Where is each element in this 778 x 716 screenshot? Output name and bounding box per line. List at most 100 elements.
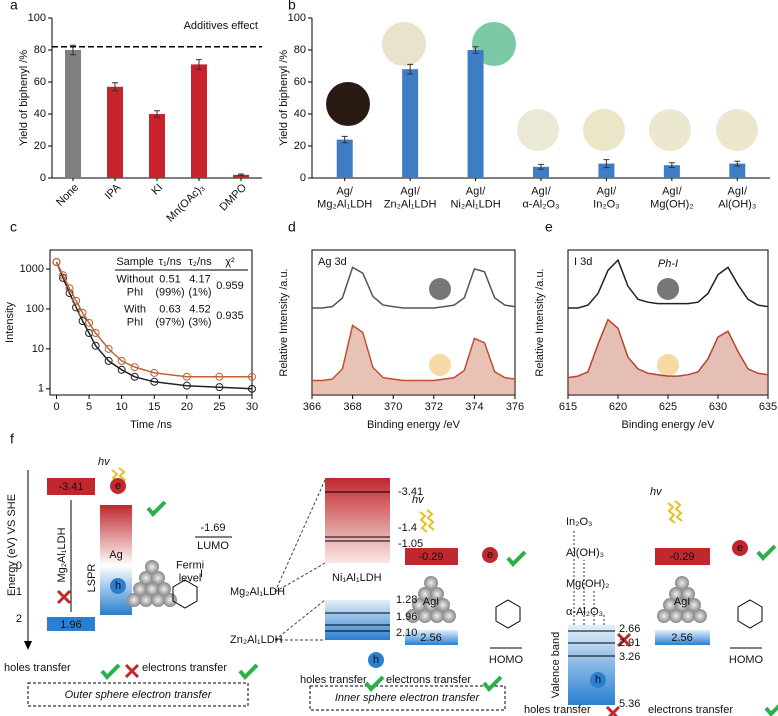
diagram-text: 2.66 (619, 623, 640, 635)
diagram-text: -1.4 (398, 522, 417, 534)
table-cell: With PhI (124, 304, 146, 329)
error-bar (112, 82, 118, 92)
y-tick-label: 0 (40, 172, 46, 184)
marker (215, 372, 224, 381)
atom (675, 598, 689, 612)
y-axis-label: Yield of biphenyl /% (278, 50, 290, 146)
diagram-text: holes transfer (524, 704, 591, 716)
marker (150, 368, 159, 377)
bar (233, 174, 249, 178)
atom (687, 598, 701, 612)
text-line: AgI/ (531, 186, 552, 198)
text-line: AgI/ (662, 186, 683, 198)
error-bar (196, 59, 202, 70)
atom (430, 587, 444, 601)
text-line: 4.17 (189, 274, 210, 286)
bar (729, 163, 746, 178)
diagram-text: hv (650, 486, 663, 498)
y-tick-label: 10 (32, 343, 44, 355)
x-tick-label: 10 (116, 401, 128, 413)
bar (663, 165, 680, 178)
photo (649, 109, 691, 151)
y-tick-label: 20 (294, 140, 306, 152)
cross-mark (124, 663, 140, 679)
carrier (368, 652, 384, 668)
diagram-text: 2.10 (396, 627, 417, 639)
valence-band (47, 617, 95, 631)
marker (248, 384, 256, 393)
diagram-text: -0.29 (418, 551, 443, 563)
x-tick-label: 620 (609, 401, 627, 413)
y-tick-label: 40 (34, 108, 46, 120)
y-tick-label: 80 (34, 44, 46, 56)
diagram-text: 5.36 (619, 698, 640, 710)
panel-label: e (545, 219, 553, 235)
diagram-text: Fermi level (176, 560, 204, 585)
marker (248, 372, 256, 381)
diagram-text: -3.41 (398, 486, 423, 498)
diagram-text: α-Al₂O₃ (566, 606, 603, 618)
x-tick-label: AgI/Mg(OH)₂ (650, 186, 693, 211)
text-line: 0.51 (159, 274, 180, 286)
atom (657, 609, 671, 623)
diagram-text: HOMO (489, 654, 524, 666)
carrier (110, 578, 126, 594)
valence-block (568, 625, 615, 705)
text-line: (99%) (155, 286, 184, 298)
marker (150, 377, 159, 386)
atom (669, 609, 683, 623)
x-tick-label: 625 (659, 401, 677, 413)
table-header: τ₁/ns (159, 256, 182, 268)
agi-vb (655, 630, 710, 645)
diagram-text: electrons transfer (142, 662, 227, 674)
error-bar (734, 160, 741, 167)
diagram-text: e (487, 549, 493, 561)
marker (182, 372, 191, 381)
bar (467, 50, 484, 178)
light-on-icon (429, 354, 451, 376)
error-bar (603, 159, 610, 169)
x-tick-label: 25 (213, 401, 225, 413)
bar (149, 114, 165, 178)
marker (78, 308, 87, 317)
axes (311, 18, 770, 179)
diagram-text: h (373, 654, 379, 666)
marker (215, 383, 224, 392)
diagram-text: hv (412, 494, 425, 506)
diagram-text: Inner sphere electron transfer (335, 692, 481, 704)
bar (65, 50, 81, 178)
diagram-text: Mg₂Al₁LDH (230, 586, 285, 598)
diagram-text: Valence band (550, 632, 562, 698)
text-line: AgI/ (400, 186, 421, 198)
x-tick-label: 5 (86, 401, 92, 413)
x-tick-label: AgI/Zn₂Al₁LDH (384, 186, 437, 211)
diagram-text: Ni₁Al₁LDH (332, 572, 382, 584)
diagram-text: LUMO (197, 540, 229, 552)
x-axis-label: Binding energy /eV (367, 419, 461, 431)
diagram-text: 2.56 (420, 632, 441, 644)
annotation: Ag 3d (318, 256, 347, 268)
atom (145, 560, 159, 574)
diagram-text: 1.96 (396, 611, 417, 623)
atom (127, 593, 141, 607)
diagram-text: h (595, 674, 601, 686)
text-line: With (124, 304, 146, 316)
atom (418, 587, 432, 601)
error-bar (668, 162, 675, 169)
carrier (482, 547, 498, 563)
atom (669, 587, 683, 601)
atom (406, 609, 420, 623)
marker (182, 381, 191, 390)
y-axis-label: Relative Intensity /a.u. (534, 268, 546, 376)
text-line: α-Al₂O₃ (522, 198, 559, 210)
atom (412, 598, 426, 612)
text-line: PhI (127, 316, 144, 328)
x-tick-label: 370 (384, 401, 402, 413)
error-bar (472, 46, 479, 54)
panel-label: c (10, 219, 17, 235)
axis-arrow (24, 641, 32, 650)
text-line: Fermi (176, 560, 204, 572)
check-mark (146, 500, 167, 517)
marker (91, 329, 100, 338)
